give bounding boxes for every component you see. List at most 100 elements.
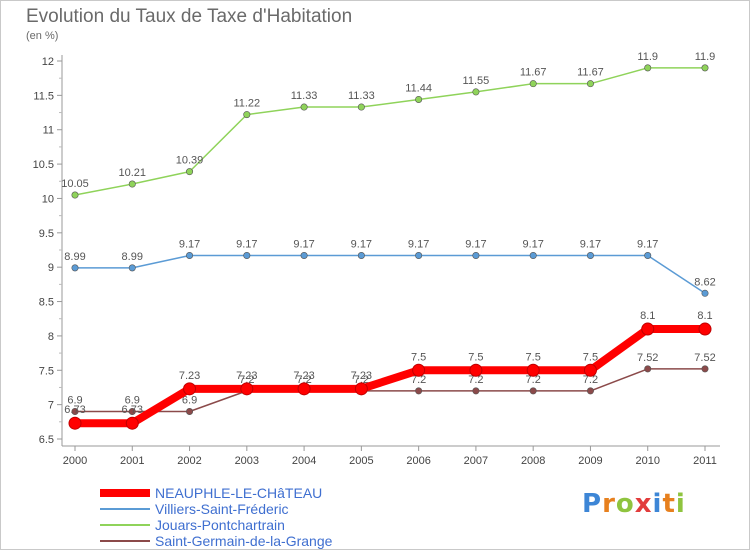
data-point: [529, 251, 537, 259]
data-point: [300, 103, 308, 111]
data-label: 7.52: [637, 352, 658, 364]
y-tick-label: 7.5: [39, 365, 54, 377]
data-point: [71, 408, 79, 416]
x-tick-label: 2009: [578, 455, 602, 467]
data-label: 7.23: [351, 370, 372, 382]
data-label: 11.33: [291, 90, 318, 102]
data-point: [701, 289, 709, 297]
data-point: [526, 363, 540, 377]
data-label: 11.9: [695, 51, 716, 63]
data-point: [415, 95, 423, 103]
data-label: 9.17: [179, 238, 200, 250]
data-point: [472, 251, 480, 259]
data-label: 7.23: [236, 370, 257, 382]
y-tick-label: 8: [48, 331, 54, 343]
series-1: 8.99 8.99 9.17 9.17 9.17 9.17 9.17 9.17 9.17 9.17…: [64, 238, 716, 297]
series-line: [75, 325, 705, 428]
x-tick-label: 2000: [63, 455, 87, 467]
data-point: [357, 251, 365, 259]
data-label: 7.2: [526, 374, 541, 386]
data-label: 11.55: [463, 75, 490, 87]
logo-letter: o: [615, 489, 635, 519]
data-label: 6.9: [67, 395, 82, 407]
data-point: [128, 264, 136, 272]
data-point: [701, 64, 709, 72]
legend-swatch: [100, 508, 150, 510]
data-label: 7.5: [411, 351, 426, 363]
data-point: [641, 322, 655, 336]
data-point: [125, 416, 139, 430]
data-point: [644, 365, 652, 373]
data-point: [412, 363, 426, 377]
x-tick-label: 2008: [521, 455, 545, 467]
y-tick-label: 11: [43, 125, 54, 137]
logo-letter: i: [675, 489, 686, 519]
legend-item: Jouars-Pontchartrain: [100, 517, 400, 533]
y-tick-label: 6.5: [39, 434, 54, 446]
data-point: [415, 251, 423, 259]
legend-label: Jouars-Pontchartrain: [155, 517, 285, 533]
data-point: [586, 387, 594, 395]
data-label: 10.21: [119, 167, 147, 179]
data-label: 7.2: [411, 374, 426, 386]
data-label: 11.67: [577, 67, 604, 79]
data-point: [469, 363, 483, 377]
series-2: 10.05 10.21 10.39 11.22 11.33 11.33 11.44 11.55…: [61, 51, 716, 199]
data-label: 6.73: [64, 404, 85, 416]
data-label: 11.44: [405, 82, 432, 94]
y-tick-label: 10.5: [33, 159, 54, 171]
data-point: [68, 416, 82, 430]
data-point: [529, 387, 537, 395]
legend-item: NEAUPHLE-LE-CHâTEAU: [100, 485, 400, 501]
data-label: 7.2: [468, 374, 483, 386]
data-label: 9.17: [293, 238, 314, 250]
series-line: [75, 368, 705, 413]
x-tick-label: 2010: [635, 455, 659, 467]
y-tick-label: 12: [42, 56, 54, 68]
data-label: 9.17: [408, 238, 429, 250]
x-tick-label: 2011: [693, 455, 717, 467]
x-tick-label: 2002: [177, 455, 201, 467]
legend-swatch: [100, 524, 150, 526]
legend-label: NEAUPHLE-LE-CHâTEAU: [155, 485, 323, 501]
data-point: [243, 111, 251, 119]
y-tick-label: 10: [42, 193, 54, 205]
legend-swatch: [100, 540, 150, 542]
data-point: [297, 382, 311, 396]
data-label: 7.2: [239, 374, 254, 386]
series-3: 6.9 6.9 6.9 7.2 7.2 7.2 7.2 7.2 7.2 7.2 7.52 7.52: [67, 352, 716, 416]
data-label: 7.23: [293, 370, 314, 382]
data-label: 9.17: [637, 238, 658, 250]
logo-letter: P: [582, 489, 603, 519]
x-tick-label: 2004: [292, 455, 316, 467]
data-label: 7.2: [296, 374, 311, 386]
legend-label: Saint-Germain-de-la-Grange: [155, 533, 333, 549]
data-label: 7.2: [354, 374, 369, 386]
data-label: 11.33: [348, 90, 375, 102]
y-tick-label: 7: [48, 400, 54, 412]
data-label: 9.17: [236, 238, 257, 250]
legend-label: Villiers-Saint-Fréderic: [155, 501, 289, 517]
legend-item: Villiers-Saint-Fréderic: [100, 501, 400, 517]
data-point: [472, 88, 480, 96]
data-label: 8.1: [697, 310, 712, 322]
data-point: [128, 408, 136, 416]
data-label: 9.17: [465, 238, 486, 250]
y-tick-label: 9: [48, 262, 54, 274]
y-tick-label: 11.5: [33, 90, 54, 102]
data-label: 8.62: [694, 276, 715, 288]
data-point: [186, 408, 194, 416]
chart-title: Evolution du Taux de Taxe d'Habitation: [26, 6, 353, 27]
data-label: 11.9: [637, 51, 658, 63]
data-point: [128, 180, 136, 188]
data-label: 10.05: [61, 178, 89, 190]
y-tick-label: 9.5: [39, 228, 54, 240]
y-tick-label: 8.5: [39, 297, 54, 309]
legend-item: Saint-Germain-de-la-Grange: [100, 533, 400, 549]
data-point: [357, 103, 365, 111]
data-label: 7.2: [583, 374, 598, 386]
x-tick-label: 2001: [120, 455, 144, 467]
data-point: [586, 251, 594, 259]
data-point: [300, 251, 308, 259]
